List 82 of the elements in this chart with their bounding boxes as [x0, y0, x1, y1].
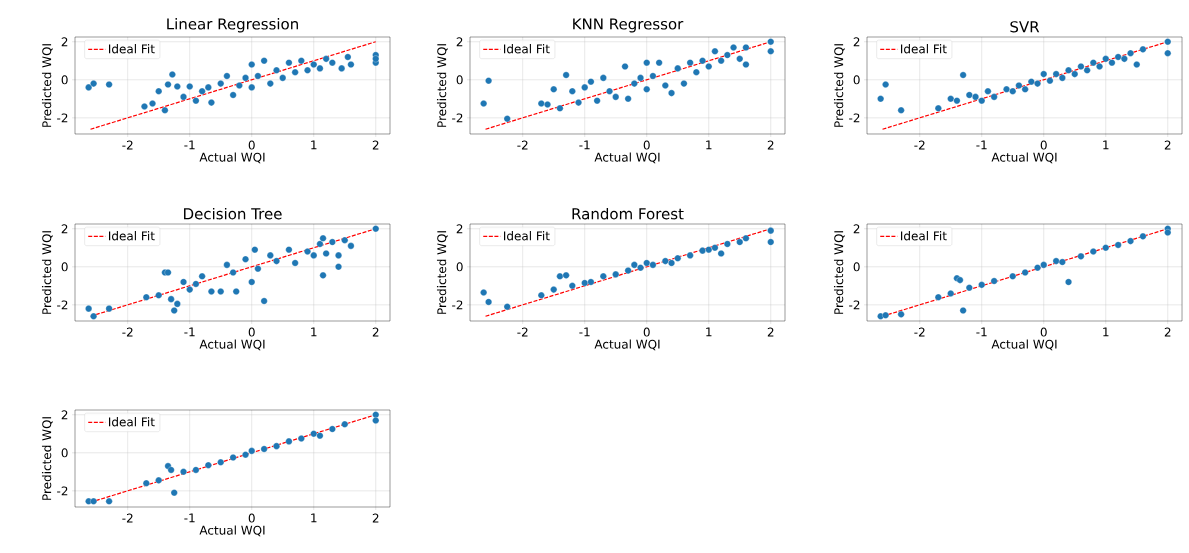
chart-title: KNN Regressor	[573, 18, 684, 33]
legend-label: Ideal Fit	[109, 231, 155, 241]
y-axis-title: Predicted WQI	[436, 231, 448, 314]
x-tick-label: -2	[122, 513, 133, 523]
x-tick-label: 1	[1103, 140, 1109, 150]
x-tick-label: 0	[248, 327, 255, 337]
y-axis-title: Predicted WQI	[41, 231, 53, 314]
chart-title: Random Forest	[572, 207, 684, 220]
x-tick-label: -2	[517, 327, 528, 337]
y-tick-label: 0	[456, 75, 463, 85]
x-tick-label: 0	[248, 513, 255, 523]
y-tick-label: 0	[61, 75, 68, 85]
x-tick-label: 1	[1103, 327, 1109, 337]
y-axis-title: Predicted WQI	[41, 44, 53, 127]
y-tick-label: 2	[61, 410, 68, 420]
x-axis-title: Actual WQI	[991, 339, 1057, 351]
y-axis-title: Predicted WQI	[41, 417, 53, 500]
x-tick-label: 1	[311, 513, 317, 523]
legend-label: Ideal Fit	[901, 231, 947, 241]
x-tick-label: 0	[248, 140, 255, 150]
x-axis-title: Actual WQI	[199, 339, 265, 351]
y-tick-label: 2	[61, 224, 68, 234]
legend-label: Ideal Fit	[109, 417, 155, 427]
y-tick-label: 0	[853, 262, 860, 272]
x-tick-label: -1	[976, 327, 987, 337]
legend-label: Ideal Fit	[504, 44, 550, 54]
x-tick-label: -1	[579, 327, 590, 337]
x-tick-label: 0	[1040, 327, 1047, 337]
x-tick-label: -1	[579, 140, 590, 150]
legend-label: Ideal Fit	[109, 44, 155, 54]
x-tick-label: 2	[372, 513, 379, 523]
y-tick-label: 2	[61, 37, 68, 47]
y-tick-label: -2	[452, 113, 463, 123]
y-tick-label: 0	[853, 75, 860, 85]
y-tick-label: -2	[57, 300, 68, 310]
y-tick-label: 0	[456, 262, 463, 272]
legend-label: Ideal Fit	[901, 44, 947, 54]
legend-label: Ideal Fit	[504, 231, 550, 241]
y-tick-label: -2	[849, 300, 860, 310]
x-tick-label: 0	[643, 140, 650, 150]
x-tick-label: 2	[767, 140, 774, 150]
y-tick-label: 2	[853, 37, 860, 47]
x-tick-label: 0	[1040, 140, 1047, 150]
chart-title: Decision Tree	[184, 207, 282, 220]
x-tick-label: 2	[1164, 327, 1171, 337]
x-axis-title: Actual WQI	[594, 339, 660, 351]
x-tick-label: -2	[517, 140, 528, 150]
x-tick-label: -1	[976, 140, 987, 150]
y-tick-label: -2	[57, 486, 68, 496]
y-axis-title: Predicted WQI	[833, 231, 845, 314]
x-tick-label: 1	[311, 327, 317, 337]
y-tick-label: -2	[57, 113, 68, 123]
y-tick-label: 0	[61, 262, 68, 272]
x-tick-label: 1	[706, 140, 712, 150]
x-tick-label: 2	[372, 140, 379, 150]
x-axis-title: Actual WQI	[199, 152, 265, 164]
y-tick-label: 0	[61, 448, 68, 458]
x-tick-label: -2	[122, 140, 133, 150]
chart-title: SVR	[1010, 21, 1040, 33]
x-tick-label: 2	[372, 327, 379, 337]
x-tick-label: 2	[767, 327, 774, 337]
x-tick-label: -2	[914, 140, 925, 150]
x-tick-label: 2	[1164, 140, 1171, 150]
x-tick-label: -1	[184, 513, 195, 523]
x-axis-title: Actual WQI	[594, 152, 660, 164]
y-tick-label: 2	[456, 224, 463, 234]
y-tick-label: -2	[452, 300, 463, 310]
x-tick-label: -1	[184, 140, 195, 150]
x-tick-label: -2	[914, 327, 925, 337]
y-axis-title: Predicted WQI	[833, 44, 845, 127]
y-tick-label: 2	[456, 37, 463, 47]
x-axis-title: Actual WQI	[199, 525, 265, 537]
y-tick-label: -2	[849, 113, 860, 123]
x-axis-title: Actual WQI	[991, 152, 1057, 164]
y-tick-label: 2	[853, 224, 860, 234]
x-tick-label: -2	[122, 327, 133, 337]
x-tick-label: 1	[311, 140, 317, 150]
chart-title: Linear Regression	[167, 17, 298, 33]
y-axis-title: Predicted WQI	[436, 44, 448, 127]
x-tick-label: -1	[184, 327, 195, 337]
x-tick-label: 1	[706, 327, 712, 337]
x-tick-label: 0	[643, 327, 650, 337]
